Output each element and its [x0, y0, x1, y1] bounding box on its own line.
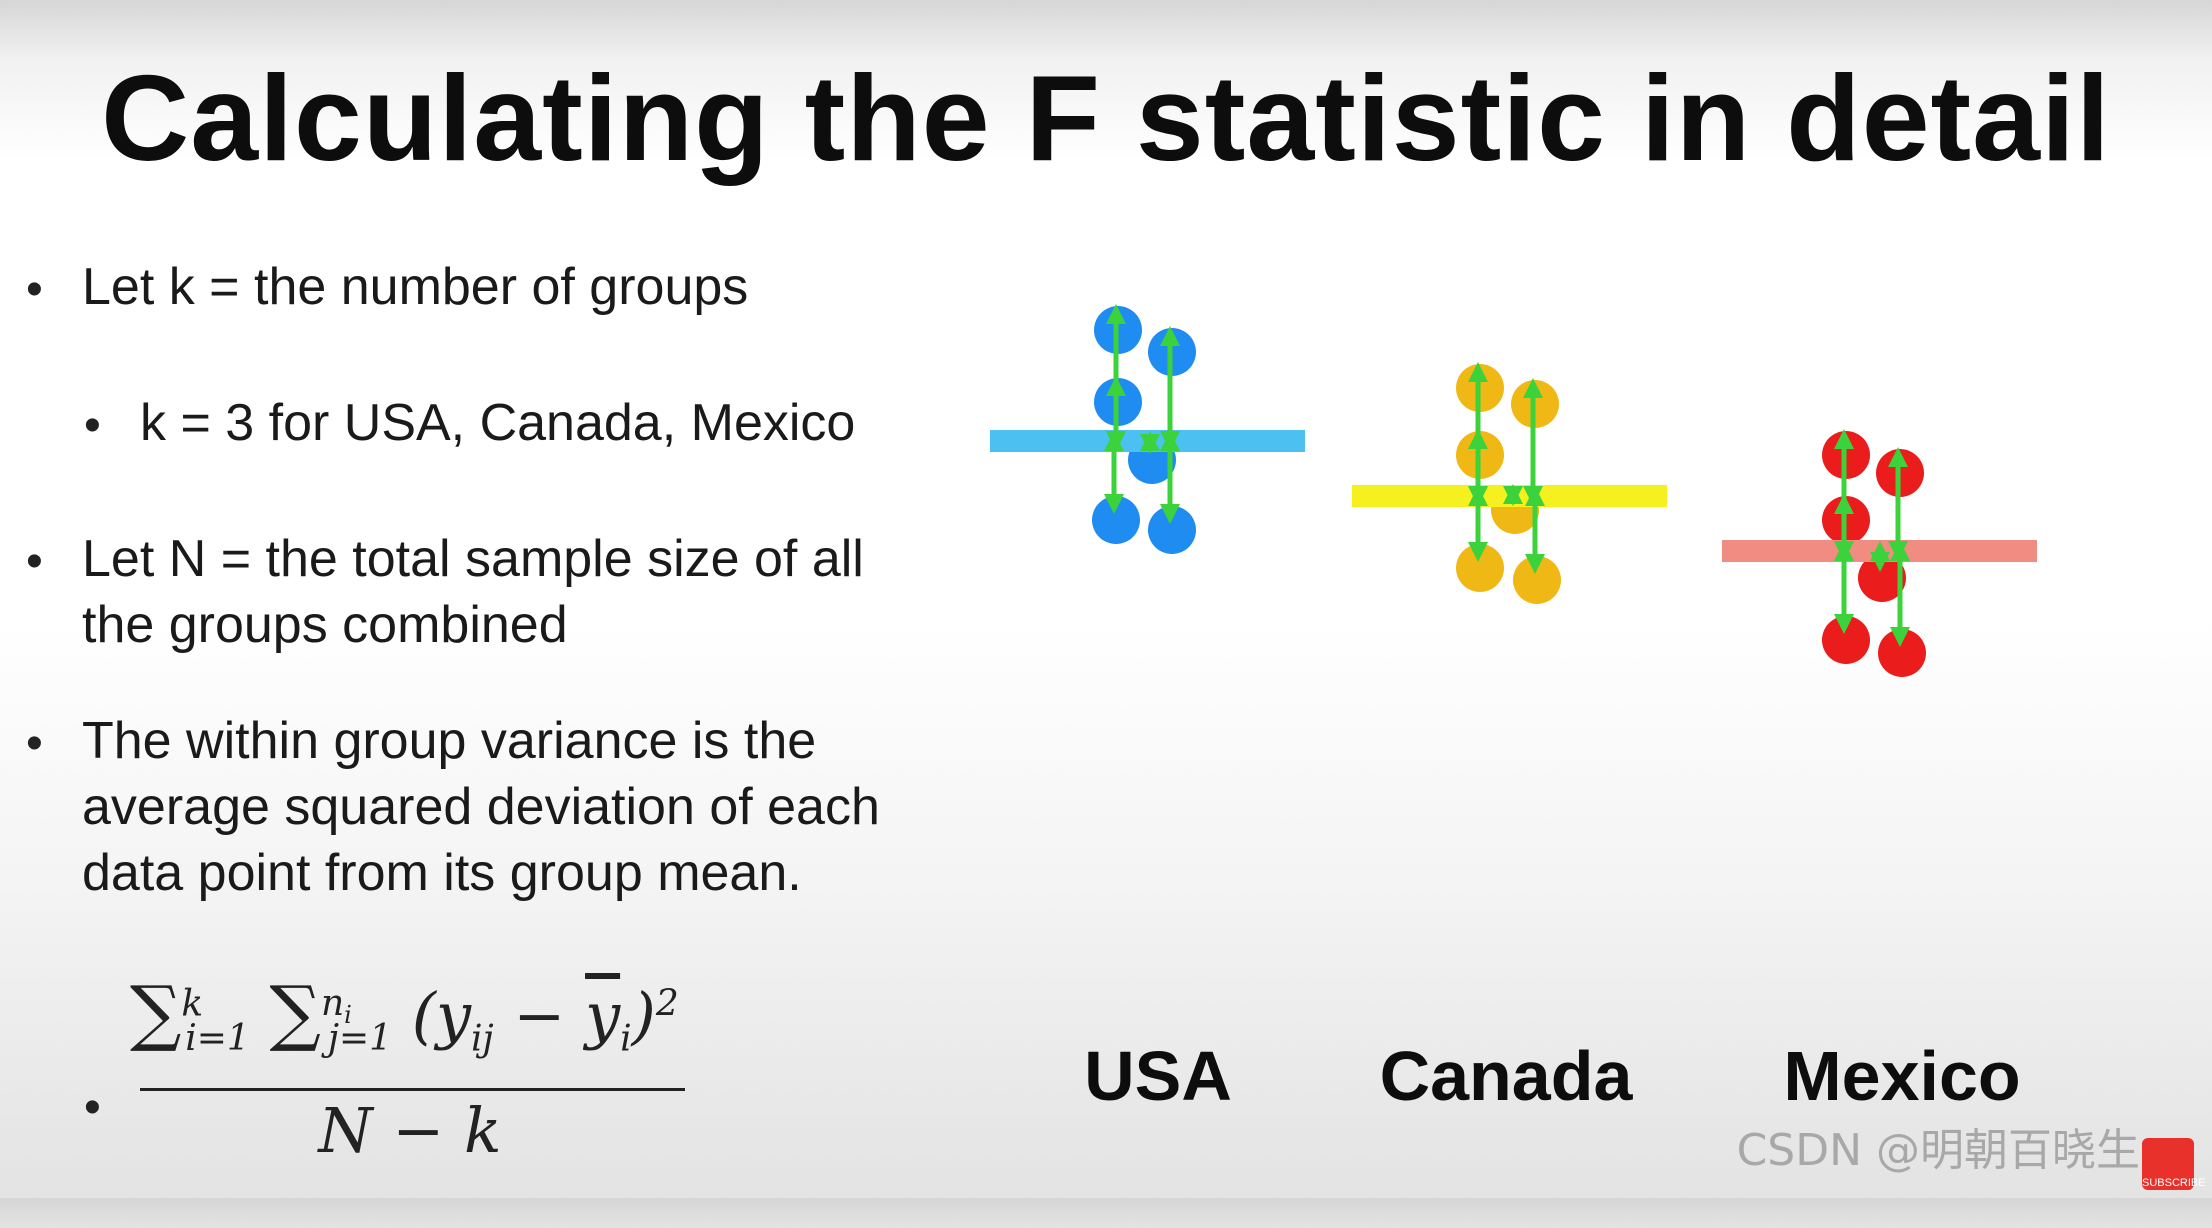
bullet-groups: Let k = the number of groups [82, 258, 749, 316]
term: (y [411, 979, 471, 1052]
bullet-dot: • [26, 263, 43, 316]
mean-subscript: i [620, 1018, 632, 1060]
usa-label: USA [1084, 1037, 1232, 1115]
term-subscript: ij [471, 1018, 494, 1060]
sum-symbol: ∑ [130, 970, 182, 1054]
subscribe-icon: SUBSCRIBE [2142, 1138, 2206, 1190]
formula-denominator: N − k [318, 1094, 502, 1167]
sum-lower: i=1 [185, 1018, 250, 1060]
bullet-dot: • [26, 535, 43, 588]
bullet-line: average squared deviation of each [82, 778, 880, 836]
canada-group [1352, 362, 1667, 604]
exponent: 2 [655, 983, 679, 1025]
bullet-within-variance: The within group variance is the average… [82, 708, 880, 906]
bullet-line: the groups combined [82, 596, 568, 654]
group-mean: y [585, 979, 621, 1052]
formula-numerator: ∑ki=1 ∑nij=1 (yij − yi)2 [130, 970, 690, 1080]
fraction-bar [140, 1088, 685, 1091]
watermark: CSDN @明朝百晓生 [1736, 1125, 2140, 1176]
page-title: Calculating the F statistic in detail [101, 50, 2111, 186]
sum-lower: j=1 [327, 1018, 393, 1060]
bullet-dot: • [84, 399, 101, 452]
group-deviation-diagram [990, 304, 2037, 677]
bullet-line: data point from its group mean. [82, 844, 802, 902]
bullet-total-n: Let N = the total sample size of all the… [82, 526, 864, 658]
close-paren: ) [631, 979, 656, 1052]
bullet-dot: • [84, 1081, 101, 1134]
bullet-dot: • [26, 717, 43, 770]
mexico-label: Mexico [1783, 1037, 2021, 1115]
bullet-line: The within group variance is the [82, 712, 817, 770]
usa-group [990, 304, 1305, 554]
sum-upper: ni [320, 983, 352, 1030]
group-mean-line [1352, 485, 1667, 507]
bullet-k-example: k = 3 for USA, Canada, Mexico [140, 394, 856, 452]
canada-label: Canada [1379, 1037, 1633, 1115]
mexico-group [1722, 429, 2037, 677]
bullet-line: Let N = the total sample size of all [82, 530, 864, 588]
sum-symbol: ∑ [269, 970, 321, 1054]
minus-sign: − [493, 979, 586, 1052]
sum-upper: k [181, 983, 204, 1025]
